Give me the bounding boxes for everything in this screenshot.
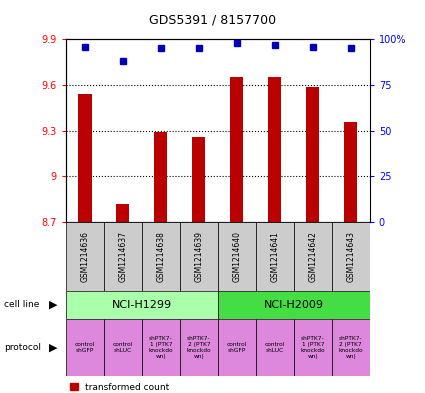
Bar <box>332 319 370 376</box>
Bar <box>306 86 320 222</box>
Bar <box>268 77 281 222</box>
Bar <box>332 222 370 291</box>
Bar <box>66 291 218 319</box>
Text: control
shGFP: control shGFP <box>75 342 95 353</box>
Text: GSM1214639: GSM1214639 <box>194 231 203 282</box>
Bar <box>344 121 357 222</box>
Text: shPTK7-
2 (PTK7
knockdo
wn): shPTK7- 2 (PTK7 knockdo wn) <box>338 336 363 359</box>
Bar <box>180 222 218 291</box>
Text: GSM1214640: GSM1214640 <box>232 231 241 282</box>
Text: GDS5391 / 8157700: GDS5391 / 8157700 <box>149 14 276 27</box>
Text: GSM1214643: GSM1214643 <box>346 231 355 282</box>
Bar <box>78 94 91 222</box>
Bar <box>180 319 218 376</box>
Text: NCI-H1299: NCI-H1299 <box>112 300 172 310</box>
Text: GSM1214642: GSM1214642 <box>308 231 317 282</box>
Bar <box>192 137 205 222</box>
Text: GSM1214638: GSM1214638 <box>156 231 165 282</box>
Bar <box>218 291 370 319</box>
Bar <box>294 222 332 291</box>
Text: ▶: ▶ <box>49 343 57 353</box>
Bar <box>294 319 332 376</box>
Text: shPTK7-
2 (PTK7
knockdo
wn): shPTK7- 2 (PTK7 knockdo wn) <box>187 336 211 359</box>
Text: GSM1214636: GSM1214636 <box>80 231 89 282</box>
Bar <box>104 319 142 376</box>
Legend: transformed count, percentile rank within the sample: transformed count, percentile rank withi… <box>71 382 238 393</box>
Text: control
shLUC: control shLUC <box>113 342 133 353</box>
Bar <box>218 222 256 291</box>
Bar <box>116 204 130 222</box>
Text: shPTK7-
1 (PTK7
knockdo
wn): shPTK7- 1 (PTK7 knockdo wn) <box>300 336 325 359</box>
Bar <box>154 132 167 222</box>
Bar <box>66 319 104 376</box>
Text: GSM1214641: GSM1214641 <box>270 231 279 282</box>
Text: shPTK7-
1 (PTK7
knockdo
wn): shPTK7- 1 (PTK7 knockdo wn) <box>148 336 173 359</box>
Bar <box>230 77 244 222</box>
Bar <box>256 222 294 291</box>
Bar <box>104 222 142 291</box>
Text: control
shGFP: control shGFP <box>227 342 247 353</box>
Bar <box>142 222 180 291</box>
Text: NCI-H2009: NCI-H2009 <box>264 300 324 310</box>
Text: cell line: cell line <box>4 301 40 309</box>
Text: ▶: ▶ <box>49 300 57 310</box>
Text: control
shLUC: control shLUC <box>265 342 285 353</box>
Bar <box>256 319 294 376</box>
Text: GSM1214637: GSM1214637 <box>118 231 127 282</box>
Bar <box>66 222 104 291</box>
Bar <box>142 319 180 376</box>
Bar <box>218 319 256 376</box>
Text: protocol: protocol <box>4 343 41 352</box>
